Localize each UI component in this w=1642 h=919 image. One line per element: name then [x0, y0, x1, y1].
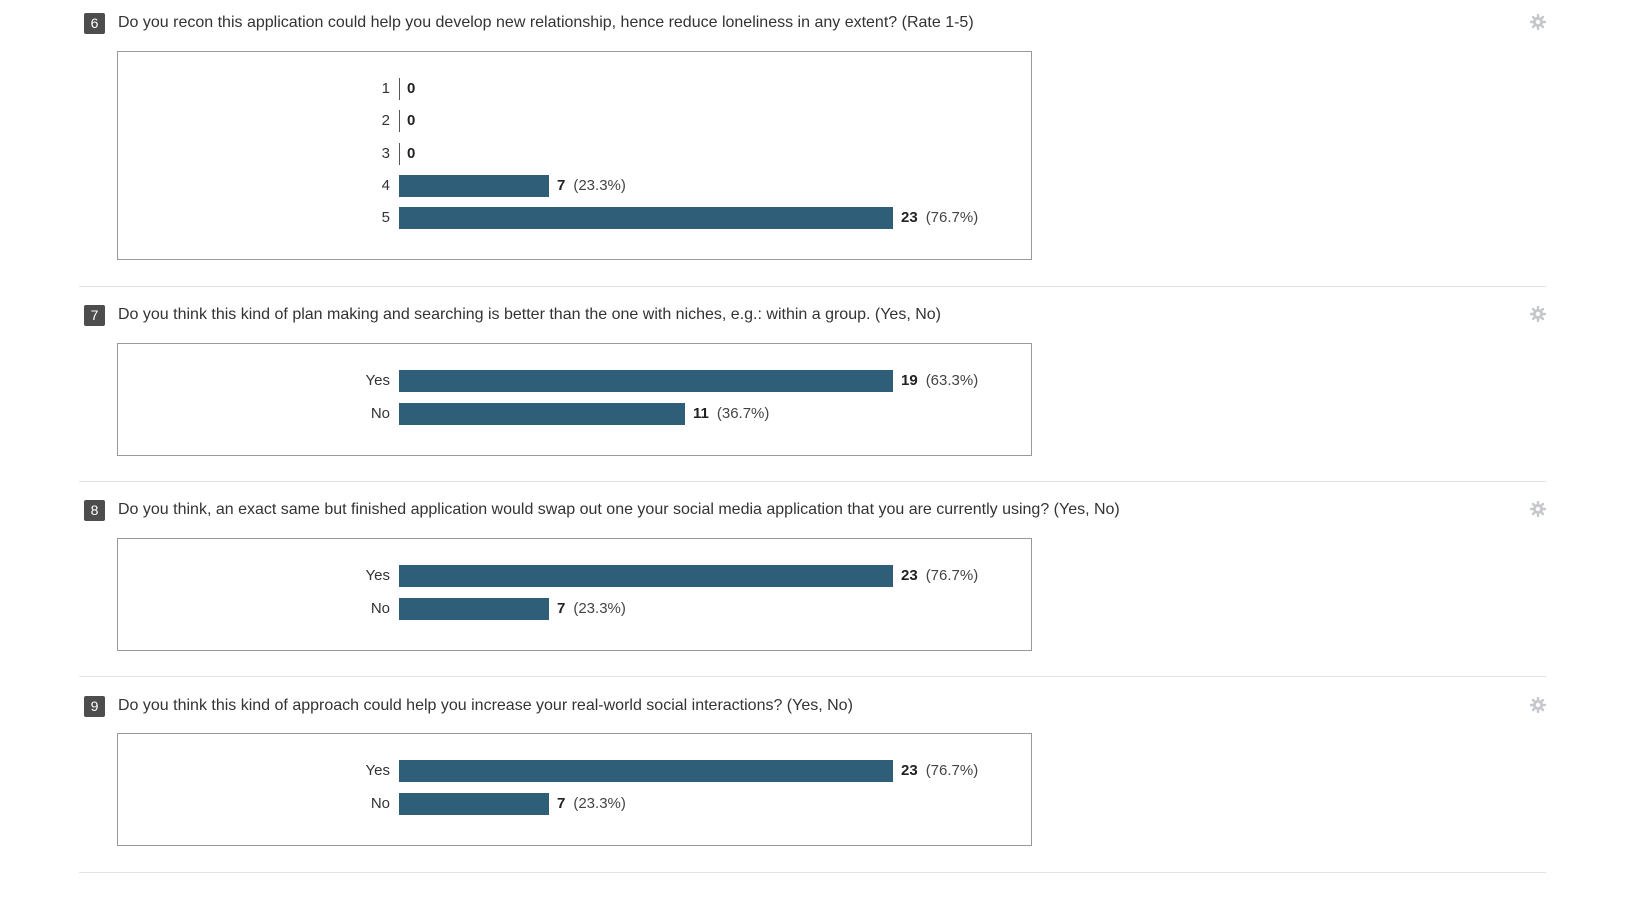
question-7: 7 Do you think this kind of plan making …: [79, 304, 1546, 484]
count-label: 7: [557, 795, 566, 812]
category-label: No: [370, 600, 390, 617]
bar-chart: 1 0 2 0 3 0 4 7 (23.3%) 5 23 (76.7%): [117, 51, 1032, 260]
question-number-badge: 6: [84, 12, 105, 34]
bar-chart: Yes 23 (76.7%) No 7 (23.3%): [117, 733, 1032, 846]
bar: [399, 370, 893, 392]
question-header: 8 Do you think, an exact same but finish…: [84, 499, 1120, 521]
zero-bar-axis: [399, 78, 400, 100]
bar-value-label: 7 (23.3%): [557, 175, 626, 197]
bar-row: Yes 23 (76.7%): [118, 565, 1031, 587]
bar-value-label: 7 (23.3%): [557, 598, 626, 620]
bar-row: No 7 (23.3%): [118, 598, 1031, 620]
bar-row: 4 7 (23.3%): [118, 175, 1031, 197]
bar: [399, 175, 549, 197]
question-header: 9 Do you think this kind of approach cou…: [84, 695, 853, 717]
bar: [399, 207, 893, 229]
category-label: 1: [381, 80, 390, 97]
question-number-badge: 8: [84, 499, 105, 521]
percent-label: (76.7%): [925, 209, 979, 226]
divider: [79, 286, 1546, 287]
bar-value-label: 11 (36.7%): [693, 403, 769, 425]
category-label: 3: [381, 145, 390, 162]
count-label: 23: [901, 209, 918, 226]
category-label: 5: [381, 209, 390, 226]
question-number-badge: 9: [84, 695, 105, 717]
question-text: Do you think this kind of plan making an…: [118, 306, 941, 323]
bar-row: Yes 19 (63.3%): [118, 370, 1031, 392]
question-header: 6 Do you recon this application could he…: [84, 12, 974, 34]
count-label: 0: [407, 112, 416, 129]
bar-chart: Yes 19 (63.3%) No 11 (36.7%): [117, 343, 1032, 456]
question-9: 9 Do you think this kind of approach cou…: [79, 695, 1546, 875]
category-label: Yes: [365, 567, 390, 584]
count-label: 0: [407, 80, 416, 97]
bar: [399, 793, 549, 815]
bar-row: No 11 (36.7%): [118, 403, 1031, 425]
category-label: Yes: [365, 372, 390, 389]
percent-label: (76.7%): [925, 762, 979, 779]
question-6: 6 Do you recon this application could he…: [79, 12, 1546, 288]
bar-value-label: 0: [407, 110, 415, 132]
bar-value-label: 23 (76.7%): [901, 565, 978, 587]
count-label: 7: [557, 177, 566, 194]
bar: [399, 565, 893, 587]
question-text: Do you recon this application could help…: [118, 14, 974, 31]
gear-icon[interactable]: [1530, 14, 1546, 30]
percent-label: (36.7%): [716, 405, 770, 422]
bar: [399, 760, 893, 782]
bar: [399, 403, 685, 425]
bar-row: 5 23 (76.7%): [118, 207, 1031, 229]
count-label: 19: [901, 372, 918, 389]
question-8: 8 Do you think, an exact same but finish…: [79, 499, 1546, 679]
gear-icon[interactable]: [1530, 501, 1546, 517]
bar-row: Yes 23 (76.7%): [118, 760, 1031, 782]
category-label: Yes: [365, 762, 390, 779]
bar-value-label: 23 (76.7%): [901, 207, 978, 229]
percent-label: (63.3%): [925, 372, 979, 389]
bar-chart: Yes 23 (76.7%) No 7 (23.3%): [117, 538, 1032, 651]
divider: [79, 481, 1546, 482]
bar-value-label: 0: [407, 143, 415, 165]
count-label: 23: [901, 762, 918, 779]
bar: [399, 598, 549, 620]
bar-value-label: 19 (63.3%): [901, 370, 978, 392]
question-text: Do you think this kind of approach could…: [118, 697, 853, 714]
bar-value-label: 23 (76.7%): [901, 760, 978, 782]
percent-label: (76.7%): [925, 567, 979, 584]
question-number-badge: 7: [84, 304, 105, 326]
category-label: 4: [381, 177, 390, 194]
percent-label: (23.3%): [573, 795, 626, 812]
zero-bar-axis: [399, 143, 400, 165]
zero-bar-axis: [399, 110, 400, 132]
percent-label: (23.3%): [573, 177, 626, 194]
category-label: No: [370, 405, 390, 422]
count-label: 0: [407, 145, 416, 162]
divider: [79, 676, 1546, 677]
count-label: 23: [901, 567, 918, 584]
category-label: 2: [381, 112, 390, 129]
count-label: 11: [693, 405, 709, 422]
count-label: 7: [557, 600, 566, 617]
gear-icon[interactable]: [1530, 697, 1546, 713]
bar-value-label: 0: [407, 78, 415, 100]
gear-icon[interactable]: [1530, 306, 1546, 322]
question-header: 7 Do you think this kind of plan making …: [84, 304, 941, 326]
bar-value-label: 7 (23.3%): [557, 793, 626, 815]
question-text: Do you think, an exact same but finished…: [118, 501, 1120, 518]
bar-row: No 7 (23.3%): [118, 793, 1031, 815]
percent-label: (23.3%): [573, 600, 626, 617]
category-label: No: [370, 795, 390, 812]
divider: [79, 872, 1546, 873]
